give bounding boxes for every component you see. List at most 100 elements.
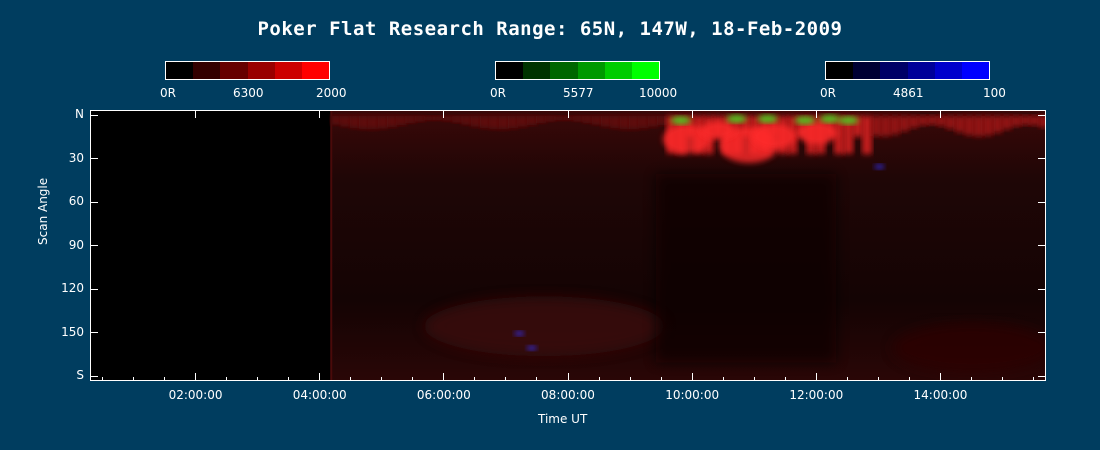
y-tick-mark [90, 201, 98, 203]
y-tick-mark [1038, 158, 1046, 159]
north-red-emission [377, 116, 388, 129]
colorbar-4861-segment [826, 62, 854, 79]
colorbar-4861-wavelength-label: 4861 [893, 86, 924, 100]
north-red-emission [936, 116, 947, 127]
y-tick-label: 90 [68, 237, 84, 252]
north-red-emission [852, 116, 863, 137]
x-minor-tick-mark [474, 377, 476, 381]
blue-emission [514, 331, 525, 336]
north-red-emission [387, 116, 398, 127]
north-red-emission [619, 116, 630, 129]
colorbar-6300-wavelength-label: 6300 [233, 86, 264, 100]
colorbar-4861-segment [880, 62, 908, 79]
x-minor-tick-mark [722, 377, 724, 381]
green-emission [838, 116, 859, 125]
colorbar-4861 [825, 61, 990, 80]
y-tick-mark [1038, 332, 1046, 333]
north-red-emission [536, 116, 547, 123]
x-minor-tick-mark [350, 377, 352, 381]
y-tick-label: 60 [68, 194, 84, 208]
y-tick-mark [90, 158, 98, 159]
north-red-emission [442, 116, 453, 122]
colorbar-4861-segment [907, 62, 935, 79]
x-tick-label: 08:00:00 [541, 388, 595, 402]
colorbar-5577 [495, 61, 660, 80]
colorbar-5577-segment [577, 62, 605, 79]
intense-red-emission [662, 124, 711, 154]
north-red-emission [1010, 116, 1021, 127]
north-red-emission [591, 116, 602, 125]
north-red-emission [992, 116, 1003, 133]
x-tick-mark [815, 373, 817, 381]
colorbar-6300-min-label: 0R [160, 86, 176, 100]
x-minor-tick-mark [132, 377, 134, 381]
x-minor-tick-mark [1033, 377, 1035, 381]
north-red-emission [889, 116, 900, 135]
x-axis-title: Time UT [538, 412, 588, 426]
intense-red-emission [797, 122, 838, 145]
north-red-emission [964, 116, 975, 136]
north-red-emission [871, 116, 882, 136]
x-tick-label: 10:00:00 [665, 388, 720, 402]
north-red-emission [582, 116, 593, 123]
north-red-emission [340, 116, 351, 127]
x-minor-tick-mark [1002, 377, 1004, 381]
north-red-emission [1038, 116, 1045, 128]
x-tick-label: 04:00:00 [292, 388, 347, 402]
north-red-emission [880, 116, 891, 137]
north-red-emission [424, 116, 435, 121]
x-minor-tick-mark [877, 377, 879, 381]
north-red-emission [526, 116, 537, 125]
x-minor-tick-mark [505, 377, 507, 381]
north-red-emission [415, 116, 425, 122]
north-red-emission [945, 116, 956, 129]
colorbar-4861-segment [934, 62, 962, 79]
green-emission [794, 116, 815, 125]
x-minor-tick-mark [971, 377, 972, 381]
green-emission [670, 116, 691, 125]
north-red-emission [1029, 116, 1040, 126]
x-tick-mark [567, 110, 569, 118]
x-minor-tick-mark [101, 377, 103, 381]
north-red-emission [629, 116, 640, 129]
north-red-emission [470, 116, 481, 127]
colorbar-6300-segment [274, 62, 302, 79]
x-minor-tick-mark [753, 377, 755, 381]
y-tick-mark [1038, 245, 1046, 246]
blue-emission [874, 164, 885, 170]
colorbar-6300-segment [166, 62, 194, 79]
x-tick-mark [443, 373, 445, 381]
colorbar-6300-max-label: 2000 [316, 86, 347, 100]
colorbar-5577-min-label: 0R [490, 86, 506, 100]
chart-title: Poker Flat Research Range: 65N, 147W, 18… [257, 18, 843, 40]
keogram-plot [90, 110, 1046, 381]
y-tick-mark [90, 245, 98, 246]
north-red-emission [610, 116, 621, 129]
x-tick-mark [691, 110, 693, 118]
y-tick-label: 150 [61, 324, 84, 339]
north-red-emission [638, 116, 649, 129]
colorbar-6300-segment [247, 62, 275, 79]
x-tick-mark [939, 110, 941, 118]
north-red-emission [1001, 116, 1012, 130]
north-red-emission [349, 116, 360, 128]
x-minor-tick-mark [412, 377, 414, 381]
north-red-emission [927, 116, 938, 125]
north-red-emission [834, 116, 845, 155]
x-minor-tick-mark [784, 377, 786, 381]
x-minor-tick-mark [226, 377, 228, 381]
y-tick-mark [90, 332, 98, 333]
north-red-emission [545, 116, 556, 122]
north-red-emission [955, 116, 966, 133]
north-red-emission [862, 116, 872, 155]
north-red-emission [843, 116, 854, 154]
x-tick-mark [319, 110, 321, 118]
north-red-emission [973, 116, 984, 137]
y-tick-mark [1038, 201, 1046, 203]
x-minor-tick-mark [629, 377, 631, 381]
x-tick-mark [319, 373, 321, 381]
colorbar-5577-wavelength-label: 5577 [563, 86, 594, 100]
north-red-emission [452, 116, 463, 123]
blue-emission [526, 345, 537, 351]
intense-red-emission [699, 121, 736, 140]
